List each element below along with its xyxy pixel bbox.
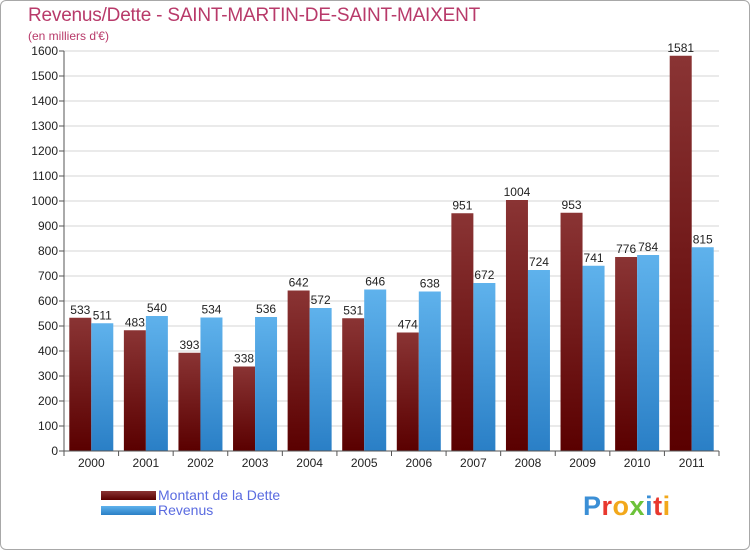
chart-title: Revenus/Dette - SAINT-MARTIN-DE-SAINT-MA… — [28, 5, 481, 26]
value-label-debt: 951 — [452, 198, 472, 212]
bars — [69, 55, 714, 451]
bar-debt — [287, 290, 310, 451]
chart-subtitle: (en milliers d'€) — [28, 29, 109, 43]
value-label-revenue: 511 — [93, 308, 112, 322]
bar-debt — [560, 212, 583, 451]
x-tick-label: 2009 — [569, 456, 596, 470]
y-axis-ticks: 0 100 200 300 400 500 600 700 800 900 1000 1100 1200… — [31, 44, 64, 458]
value-label-revenue: 646 — [365, 275, 385, 289]
legend-swatch-revenue — [101, 505, 156, 515]
x-tick-label: 2011 — [679, 456, 705, 470]
x-axis-ticks: 2000 2001 2002 2003 2004 2005 2006 2007 2008 2009… — [63, 451, 720, 470]
value-label-debt: 953 — [562, 198, 582, 212]
value-label-debt: 1581 — [667, 41, 694, 55]
bar-debt — [342, 318, 365, 451]
x-tick-label: 2010 — [624, 456, 651, 470]
value-label-debt: 338 — [234, 352, 254, 366]
y-tick-label: 1000 — [31, 194, 58, 208]
legend-item-debt: Montant de la Dette — [101, 487, 280, 503]
y-tick-label: 600 — [38, 294, 58, 308]
value-label-debt: 1004 — [504, 185, 531, 199]
bar-revenue — [91, 323, 114, 451]
value-label-revenue: 572 — [311, 293, 331, 307]
value-label-debt: 531 — [343, 303, 363, 317]
y-tick-label: 800 — [38, 244, 58, 258]
value-label-revenue: 536 — [256, 302, 276, 316]
y-tick-label: 1100 — [32, 169, 58, 183]
value-label-debt: 776 — [616, 242, 636, 256]
y-tick-label: 1500 — [31, 69, 58, 83]
x-tick-label: 2004 — [296, 456, 323, 470]
bar-debt — [233, 366, 256, 451]
bar-debt — [669, 55, 692, 451]
x-tick-label: 2007 — [460, 456, 487, 470]
bar-revenue — [637, 255, 660, 451]
bar-revenue — [309, 308, 332, 451]
value-label-revenue: 815 — [693, 232, 713, 246]
x-tick-label: 2002 — [187, 456, 214, 470]
value-label-revenue: 741 — [584, 251, 604, 265]
y-tick-label: 1600 — [31, 44, 58, 58]
bar-revenue — [691, 247, 714, 451]
value-label-revenue: 638 — [420, 277, 440, 291]
y-tick-label: 700 — [38, 269, 58, 283]
bar-debt — [505, 200, 528, 451]
legend-item-revenue: Revenus — [101, 502, 213, 518]
y-tick-label: 1400 — [31, 94, 58, 108]
legend-label-revenue: Revenus — [158, 502, 214, 518]
x-tick-label: 2001 — [133, 456, 160, 470]
value-label-debt: 483 — [125, 315, 145, 329]
x-tick-label: 2005 — [351, 456, 378, 470]
bar-revenue — [527, 270, 550, 451]
bar-debt — [396, 332, 419, 451]
value-label-revenue: 724 — [529, 255, 549, 269]
y-tick-label: 900 — [38, 219, 58, 233]
x-tick-label: 2003 — [242, 456, 269, 470]
value-label-debt: 474 — [398, 318, 418, 332]
y-tick-label: 1300 — [31, 119, 58, 133]
x-tick-label: 2000 — [78, 456, 105, 470]
bar-debt — [615, 257, 638, 451]
proxiti-logo: Proxiti — [583, 491, 671, 521]
bar-revenue — [255, 317, 278, 451]
value-label-revenue: 540 — [147, 301, 167, 315]
bar-revenue — [145, 316, 168, 451]
bar-revenue — [200, 317, 223, 451]
value-label-debt: 393 — [179, 338, 199, 352]
grid-lines — [64, 50, 719, 452]
bar-debt — [69, 317, 92, 451]
bar-revenue — [364, 289, 387, 451]
y-tick-label: 200 — [38, 394, 58, 408]
y-tick-label: 1200 — [31, 144, 58, 158]
bar-revenue — [473, 283, 496, 451]
bar-debt — [451, 213, 474, 451]
y-tick-label: 300 — [38, 369, 58, 383]
value-label-revenue: 534 — [201, 303, 221, 317]
value-label-revenue: 784 — [638, 240, 658, 254]
value-label-revenue: 672 — [474, 268, 494, 282]
y-tick-label: 400 — [38, 344, 58, 358]
bar-debt — [178, 352, 201, 451]
bar-revenue — [418, 291, 441, 451]
value-label-debt: 533 — [70, 303, 90, 317]
y-tick-label: 100 — [38, 419, 58, 433]
legend-swatch-debt — [101, 490, 156, 500]
bar-revenue — [582, 265, 605, 451]
x-tick-label: 2008 — [515, 456, 542, 470]
x-tick-label: 2006 — [405, 456, 432, 470]
value-label-debt: 642 — [289, 276, 309, 290]
y-tick-label: 0 — [51, 444, 58, 458]
y-tick-label: 500 — [38, 319, 58, 333]
legend-label-debt: Montant de la Dette — [158, 487, 281, 503]
bar-debt — [123, 330, 146, 451]
